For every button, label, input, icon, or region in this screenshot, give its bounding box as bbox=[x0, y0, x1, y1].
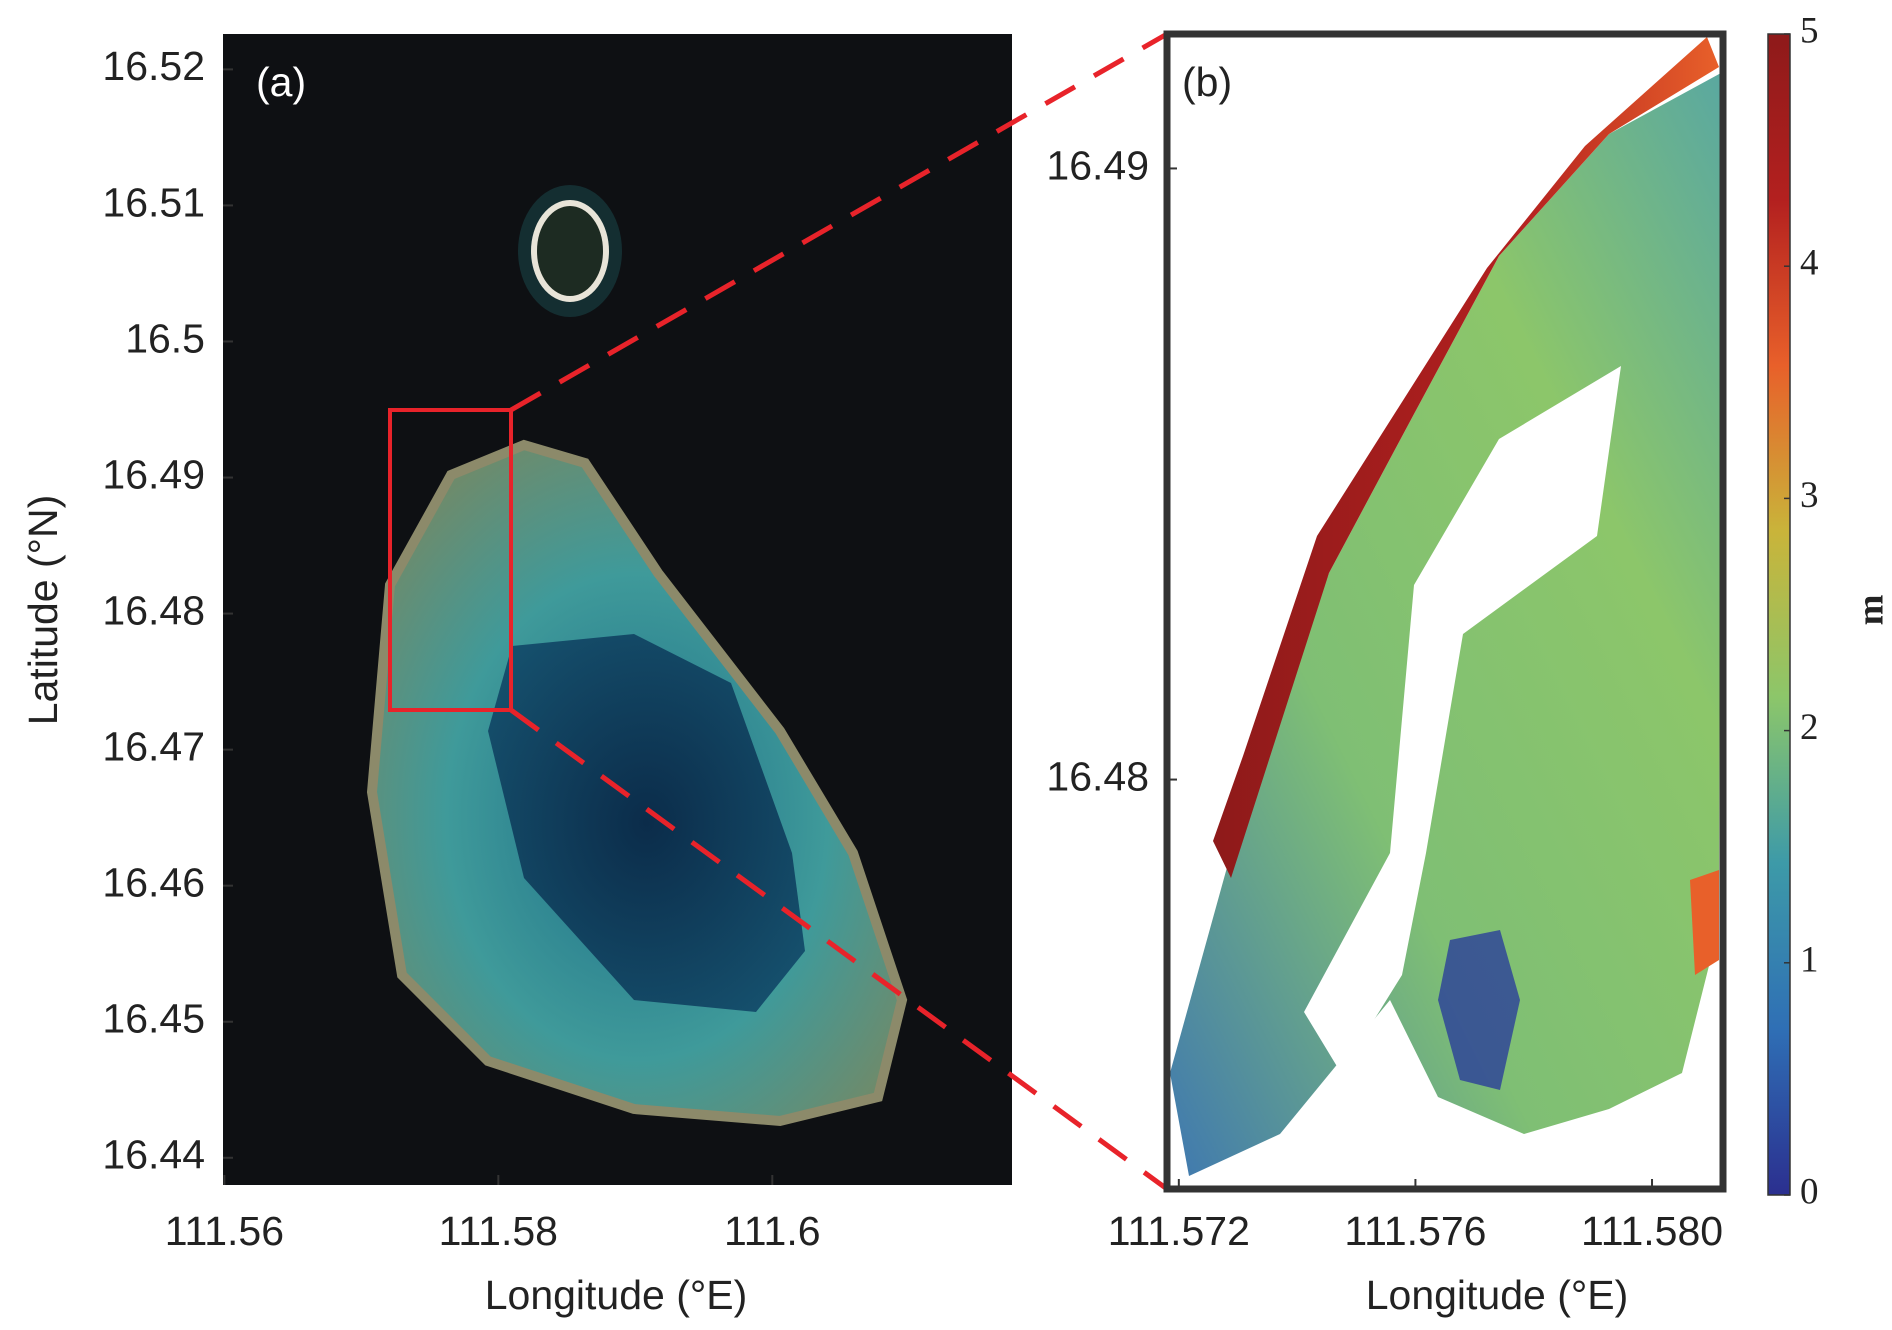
colorbar-tick-label: 5 bbox=[1800, 10, 1819, 51]
colorbar-label: m bbox=[1850, 594, 1891, 625]
x-tick-label: 111.580 bbox=[1581, 1208, 1723, 1254]
y-tick-label: 16.49 bbox=[102, 451, 205, 497]
y-tick-label: 16.48 bbox=[102, 587, 205, 633]
y-tick-label: 16.44 bbox=[102, 1132, 205, 1178]
colorbar bbox=[1767, 33, 1791, 1196]
island bbox=[531, 200, 609, 302]
colorbar-tick-label: 2 bbox=[1800, 707, 1819, 748]
lagoon bbox=[488, 634, 805, 1012]
zoom-connectors bbox=[509, 31, 1169, 1192]
y-tick-label: 16.48 bbox=[1046, 753, 1149, 799]
deep-patch bbox=[1690, 870, 1719, 975]
x-axis-label: Longitude (°E) bbox=[485, 1272, 748, 1318]
x-tick-label: 111.56 bbox=[165, 1208, 284, 1254]
panel-label: (b) bbox=[1182, 59, 1232, 105]
colorbar-tick-label: 3 bbox=[1800, 475, 1819, 516]
x-axis-label: Longitude (°E) bbox=[1366, 1272, 1629, 1318]
colorbar-tick-label: 4 bbox=[1800, 243, 1819, 284]
y-axis-label: Latitude (°N) bbox=[20, 495, 66, 726]
connector bbox=[509, 31, 1169, 413]
satellite-image bbox=[223, 34, 1012, 1185]
depth-map bbox=[1170, 37, 1721, 1176]
y-tick-label: 16.49 bbox=[1046, 142, 1149, 188]
x-tick-label: 111.572 bbox=[1108, 1208, 1250, 1254]
y-tick-label: 16.47 bbox=[102, 723, 205, 769]
y-tick-label: 16.45 bbox=[102, 996, 205, 1042]
connector bbox=[509, 707, 1169, 1192]
x-tick-label: 111.6 bbox=[724, 1208, 821, 1254]
y-tick-label: 16.5 bbox=[125, 315, 205, 361]
zoom-box bbox=[388, 408, 513, 712]
colorbar-tick-label: 0 bbox=[1800, 1171, 1819, 1212]
frame bbox=[1163, 30, 1727, 1193]
no-data-gap bbox=[1304, 366, 1621, 1073]
shallow-patch bbox=[1438, 930, 1520, 1090]
panel-label: (a) bbox=[256, 59, 306, 105]
x-tick-label: 111.576 bbox=[1344, 1208, 1486, 1254]
x-tick-label: 111.58 bbox=[439, 1208, 558, 1254]
colorbar-tick-label: 1 bbox=[1800, 939, 1819, 980]
y-tick-label: 16.52 bbox=[102, 43, 205, 89]
y-tick-label: 16.51 bbox=[102, 179, 205, 225]
y-tick-label: 16.46 bbox=[102, 860, 205, 906]
